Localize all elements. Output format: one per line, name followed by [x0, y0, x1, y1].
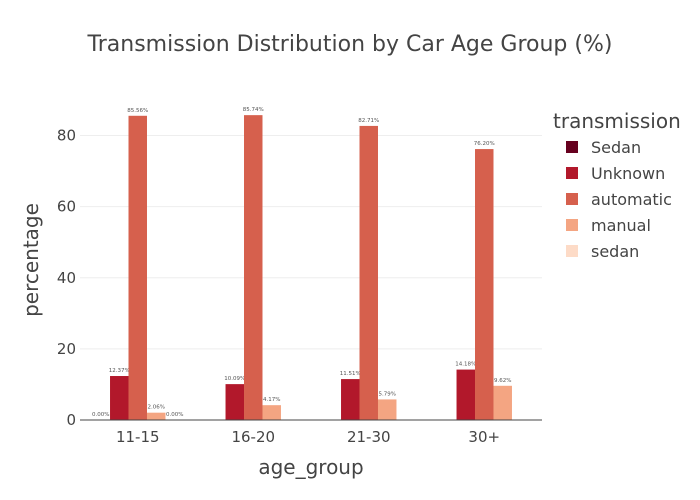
bar-data-label: 11.51% — [340, 371, 361, 377]
legend-label: manual — [591, 216, 651, 235]
y-tick-label: 20 — [57, 340, 76, 358]
x-axis-title: age_group — [258, 455, 363, 479]
bar-unknown[interactable] — [456, 369, 476, 420]
bar-data-label: 14.18% — [455, 362, 476, 368]
legend-title: transmission — [553, 109, 681, 133]
y-tick-label: 60 — [57, 198, 76, 216]
bar-data-label: 85.56% — [127, 108, 148, 114]
legend-swatch — [566, 219, 578, 231]
legend-swatch — [566, 167, 578, 179]
bar-data-label: 12.37% — [109, 368, 130, 374]
legend-swatch — [566, 193, 578, 205]
x-tick-label: 11-15 — [116, 428, 160, 446]
bar-data-label: 9.62% — [494, 378, 511, 384]
legend-item-manual[interactable]: manual — [566, 216, 651, 235]
legend-label: Sedan — [591, 138, 641, 157]
bar-automatic[interactable] — [475, 149, 494, 421]
legend-item-sedan[interactable]: sedan — [566, 242, 639, 261]
bar-manual[interactable] — [377, 399, 397, 420]
bar-data-label: 82.71% — [358, 118, 379, 124]
x-tick-label: 30+ — [468, 428, 500, 446]
bar-data-label: 0.00% — [166, 412, 183, 418]
legend-item-automatic[interactable]: automatic — [566, 190, 672, 209]
y-tick-label: 40 — [57, 269, 76, 287]
bar-data-label: 0.00% — [92, 412, 109, 418]
bar-data-label: 2.06% — [147, 405, 164, 411]
bar-unknown[interactable] — [225, 384, 245, 420]
legend-label: Unknown — [591, 164, 665, 183]
bar-data-label: 4.17% — [263, 397, 280, 403]
bar-data-label: 5.79% — [378, 391, 395, 397]
bar-automatic[interactable] — [359, 125, 378, 421]
x-tick-label: 16-20 — [231, 428, 275, 446]
legend: Sedan Unknown automatic manual sedan — [566, 138, 672, 261]
bar-automatic[interactable] — [244, 115, 263, 420]
plot-area: 0 20 40 60 80 0.00% 12.37% 10.09% 11.51% 14.18% 85… — [57, 107, 542, 446]
legend-swatch — [566, 245, 578, 257]
x-tick-label: 21-30 — [347, 428, 391, 446]
bar-automatic[interactable] — [128, 115, 147, 420]
bar-data-label: 85.74% — [243, 107, 264, 113]
bar-data-label: 10.09% — [224, 376, 245, 382]
bar-unknown[interactable] — [341, 379, 360, 420]
bar-manual[interactable] — [146, 412, 166, 420]
bar-manual[interactable] — [262, 405, 281, 420]
y-tick-label: 0 — [66, 411, 76, 429]
legend-swatch — [566, 141, 578, 153]
legend-item-unknown[interactable]: Unknown — [566, 164, 665, 183]
chart-title: Transmission Distribution by Car Age Gro… — [87, 32, 613, 57]
legend-label: automatic — [591, 190, 672, 209]
legend-item-sedan[interactable]: Sedan — [566, 138, 641, 157]
legend-label: sedan — [591, 242, 639, 261]
bar-unknown[interactable] — [110, 376, 129, 420]
y-tick-label: 80 — [57, 127, 76, 145]
bar-data-label: 76.20% — [474, 141, 495, 147]
y-axis-title: percentage — [19, 203, 43, 317]
bar-manual[interactable] — [493, 385, 512, 420]
